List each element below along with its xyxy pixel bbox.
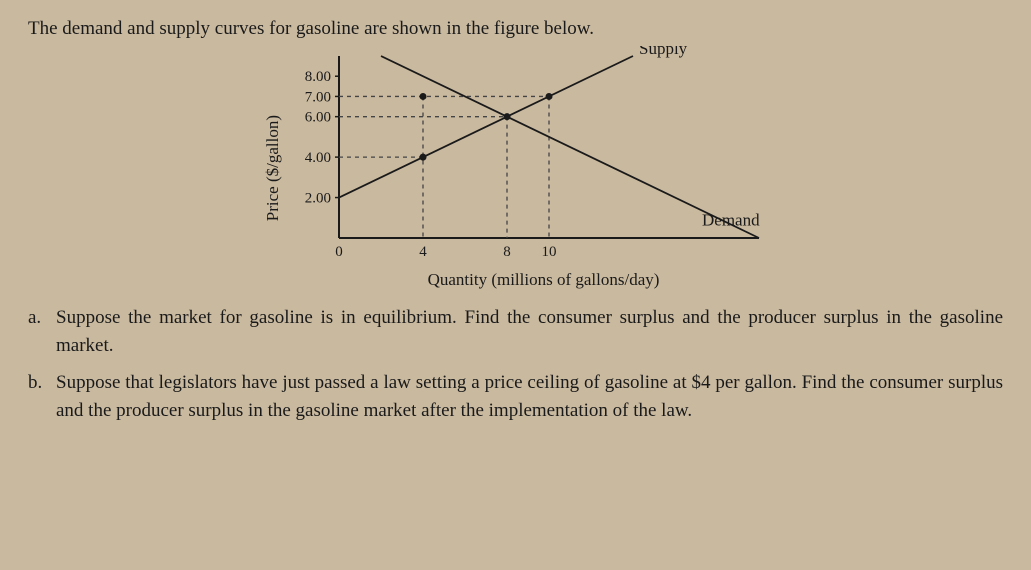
svg-text:0: 0: [335, 244, 343, 260]
x-axis-label: Quantity (millions of gallons/day): [289, 270, 769, 290]
question-b: b. Suppose that legislators have just pa…: [28, 369, 1003, 424]
question-b-label: b.: [28, 369, 56, 424]
chart-inner: 2.00 4.00 6.00 7.00 8.00 0 4 8 10 Supply Demand Qu…: [289, 46, 769, 290]
svg-text:7.00: 7.00: [304, 89, 330, 105]
svg-text:Supply: Supply: [639, 46, 688, 58]
question-a-text: Suppose the market for gasoline is in eq…: [56, 304, 1003, 359]
intro-text: The demand and supply curves for gasolin…: [28, 18, 1003, 40]
chart-container: Price ($/gallon) 2.00 4.00 6.00 7.00 8.00 0 4 8…: [28, 46, 1003, 290]
y-axis-label: Price ($/gallon): [263, 115, 283, 221]
svg-text:4: 4: [419, 244, 427, 260]
supply-demand-chart: 2.00 4.00 6.00 7.00 8.00 0 4 8 10 Supply Demand: [289, 46, 769, 266]
question-list: a. Suppose the market for gasoline is in…: [28, 304, 1003, 424]
svg-text:8: 8: [503, 244, 511, 260]
question-a: a. Suppose the market for gasoline is in…: [28, 304, 1003, 359]
svg-text:Demand: Demand: [702, 211, 760, 230]
svg-text:6.00: 6.00: [304, 110, 330, 126]
svg-text:10: 10: [541, 244, 556, 260]
svg-text:2.00: 2.00: [304, 191, 330, 207]
question-b-text: Suppose that legislators have just passe…: [56, 369, 1003, 424]
svg-text:4.00: 4.00: [304, 150, 330, 166]
page-root: The demand and supply curves for gasolin…: [0, 0, 1031, 444]
svg-text:8.00: 8.00: [304, 69, 330, 85]
question-a-label: a.: [28, 304, 56, 359]
